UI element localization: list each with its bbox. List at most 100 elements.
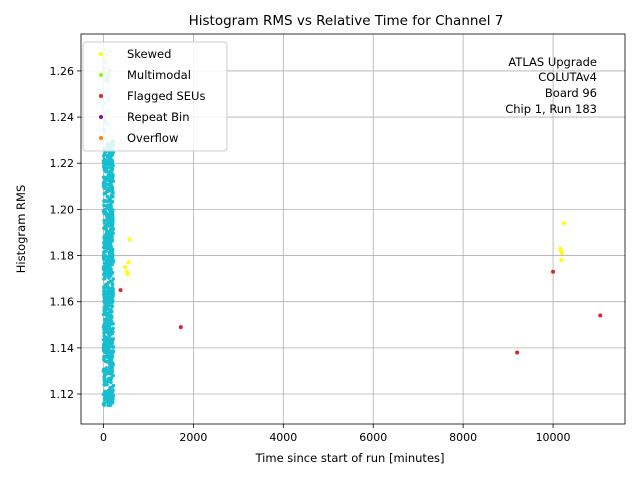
- cluster-point: [110, 167, 115, 171]
- cluster-point: [109, 215, 114, 220]
- legend-marker: [99, 136, 103, 140]
- y-tick-label: 1.22: [50, 157, 75, 170]
- cluster-point: [111, 277, 116, 281]
- series-point: [515, 350, 520, 355]
- cluster-point: [102, 218, 106, 223]
- cluster-point: [103, 345, 108, 350]
- cluster-point: [107, 399, 112, 403]
- cluster-point: [106, 161, 111, 166]
- cluster-point: [106, 274, 110, 279]
- x-tick-label: 4000: [269, 431, 297, 444]
- cluster-point: [110, 304, 115, 309]
- series-point: [123, 265, 128, 270]
- cluster-point: [110, 209, 115, 214]
- cluster-point: [102, 277, 106, 281]
- cluster-point: [107, 299, 111, 304]
- legend-frame: [82, 41, 228, 152]
- cluster-point: [107, 260, 111, 265]
- cluster-point: [102, 209, 106, 213]
- cluster-point: [109, 291, 114, 296]
- cluster-point: [109, 322, 113, 326]
- cluster-point: [111, 286, 115, 291]
- cluster-point: [107, 188, 112, 192]
- series-point: [558, 246, 563, 251]
- cluster-point: [102, 168, 107, 172]
- cluster-point: [110, 262, 114, 267]
- cluster-point: [105, 204, 109, 209]
- cluster-point: [111, 337, 116, 341]
- cluster-point: [102, 211, 107, 216]
- cluster-point: [111, 393, 115, 398]
- cluster-point: [111, 373, 115, 378]
- cluster-point: [107, 370, 111, 374]
- cluster-point: [108, 386, 112, 390]
- cluster-point: [103, 308, 108, 313]
- cluster-point: [109, 294, 113, 299]
- legend-marker: [99, 115, 103, 119]
- x-axis-label: Time since start of run [minutes]: [255, 451, 445, 465]
- cluster-point: [109, 354, 114, 359]
- legend-label: Skewed: [127, 47, 171, 61]
- cluster-point: [107, 242, 112, 247]
- legend: Skewed Multimodal Flagged SEUs Repeat Bin Ov…: [82, 41, 228, 152]
- series-point: [118, 288, 123, 293]
- legend-marker: [99, 52, 103, 56]
- cluster-point: [106, 271, 110, 275]
- cluster-point: [101, 154, 106, 158]
- cluster-point: [103, 317, 107, 322]
- cluster-point: [108, 238, 112, 242]
- cluster-point: [105, 257, 109, 262]
- cluster-point: [109, 226, 113, 231]
- x-tick-label: 10000: [536, 431, 571, 444]
- cluster-point: [109, 271, 114, 276]
- series-point: [559, 258, 564, 263]
- cluster-point: [104, 249, 108, 253]
- cluster-point: [103, 373, 108, 377]
- y-tick-label: 1.16: [50, 296, 75, 309]
- legend-label: Repeat Bin: [127, 110, 190, 124]
- cluster-point: [110, 199, 115, 204]
- cluster-point: [103, 350, 107, 355]
- cluster-point: [106, 388, 111, 393]
- axis-ticks: 0 2000 4000 6000 8000 10000 1.12 1.14 1.16 1.18 1.…: [50, 65, 571, 444]
- series-point: [125, 272, 130, 276]
- x-tick-label: 0: [100, 431, 107, 444]
- cluster-point: [110, 369, 115, 374]
- cluster-point: [111, 174, 115, 178]
- series-point: [560, 251, 565, 256]
- cluster-point: [107, 303, 112, 308]
- cluster-point: [104, 228, 109, 232]
- cluster-point: [105, 355, 110, 360]
- cluster-point: [104, 263, 109, 268]
- annotation-line: COLUTAv4: [538, 70, 597, 84]
- legend-label: Multimodal: [127, 68, 191, 82]
- cluster-point: [109, 279, 114, 284]
- cluster-point: [102, 203, 106, 208]
- cluster-point: [106, 176, 111, 180]
- cluster-point: [109, 330, 113, 334]
- cluster-point: [110, 158, 114, 163]
- cluster-point: [102, 354, 106, 359]
- cluster-point: [101, 265, 106, 269]
- annotation-line: Board 96: [545, 86, 597, 100]
- cluster-point: [102, 254, 107, 258]
- cluster-point: [107, 339, 112, 344]
- cluster-point: [104, 231, 109, 235]
- grid: [81, 34, 625, 424]
- cluster-point: [110, 390, 114, 394]
- cluster-point: [110, 299, 115, 304]
- cluster-point: [101, 367, 106, 372]
- cluster-point: [102, 290, 107, 295]
- cluster-point: [103, 191, 108, 196]
- cluster-point: [109, 152, 114, 156]
- cluster-point: [103, 284, 108, 289]
- legend-marker: [99, 73, 103, 77]
- cluster-point: [105, 194, 110, 199]
- cluster-point: [111, 179, 115, 184]
- annotation-line: Chip 1, Run 183: [505, 102, 597, 116]
- series-point: [126, 260, 131, 265]
- x-tick-label: 2000: [179, 431, 207, 444]
- cluster-point: [101, 272, 106, 277]
